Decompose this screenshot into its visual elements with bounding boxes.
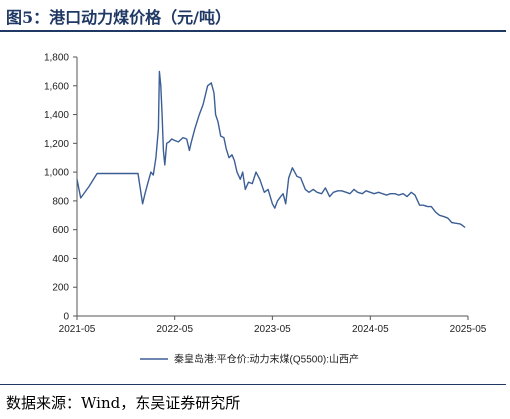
y-tick-label: 0	[63, 312, 69, 323]
figure-title: 图5：港口动力煤价格（元/吨）	[6, 8, 231, 27]
price-line-chart: 0 200 400 600 800 1,000 1,200 1,400 1,600 1,800 20…	[44, 53, 487, 366]
y-tick-label: 200	[52, 283, 69, 294]
y-tick-label: 1,200	[44, 139, 69, 150]
y-tick-label: 400	[52, 254, 69, 265]
top-rule	[0, 30, 506, 32]
y-tick-label: 1,800	[44, 53, 69, 64]
legend-label: 秦皇岛港:平仓价:动力末煤(Q5500):山西产	[174, 353, 359, 366]
series-line	[76, 70, 466, 229]
y-tick-label: 1,600	[44, 81, 69, 92]
x-tick-label: 2024-05	[352, 324, 389, 335]
y-tick-label: 600	[52, 225, 69, 236]
data-source-note: 数据来源：Wind，东吴证券研究所	[6, 394, 241, 412]
y-tick-label: 1,400	[44, 110, 69, 121]
x-tick-label: 2025-05	[450, 324, 487, 335]
chart-plot-area	[76, 70, 466, 229]
x-tick-label: 2022-05	[156, 324, 193, 335]
y-tick-label: 800	[52, 196, 69, 207]
x-tick-label: 2023-05	[254, 324, 291, 335]
chart-legend: 秦皇岛港:平仓价:动力末煤(Q5500):山西产	[140, 353, 359, 366]
x-tick-label: 2021-05	[59, 324, 96, 335]
bottom-rule	[0, 384, 506, 385]
chart-axes: 0 200 400 600 800 1,000 1,200 1,400 1,600 1,800 20…	[44, 53, 487, 336]
y-tick-label: 1,000	[44, 168, 69, 179]
